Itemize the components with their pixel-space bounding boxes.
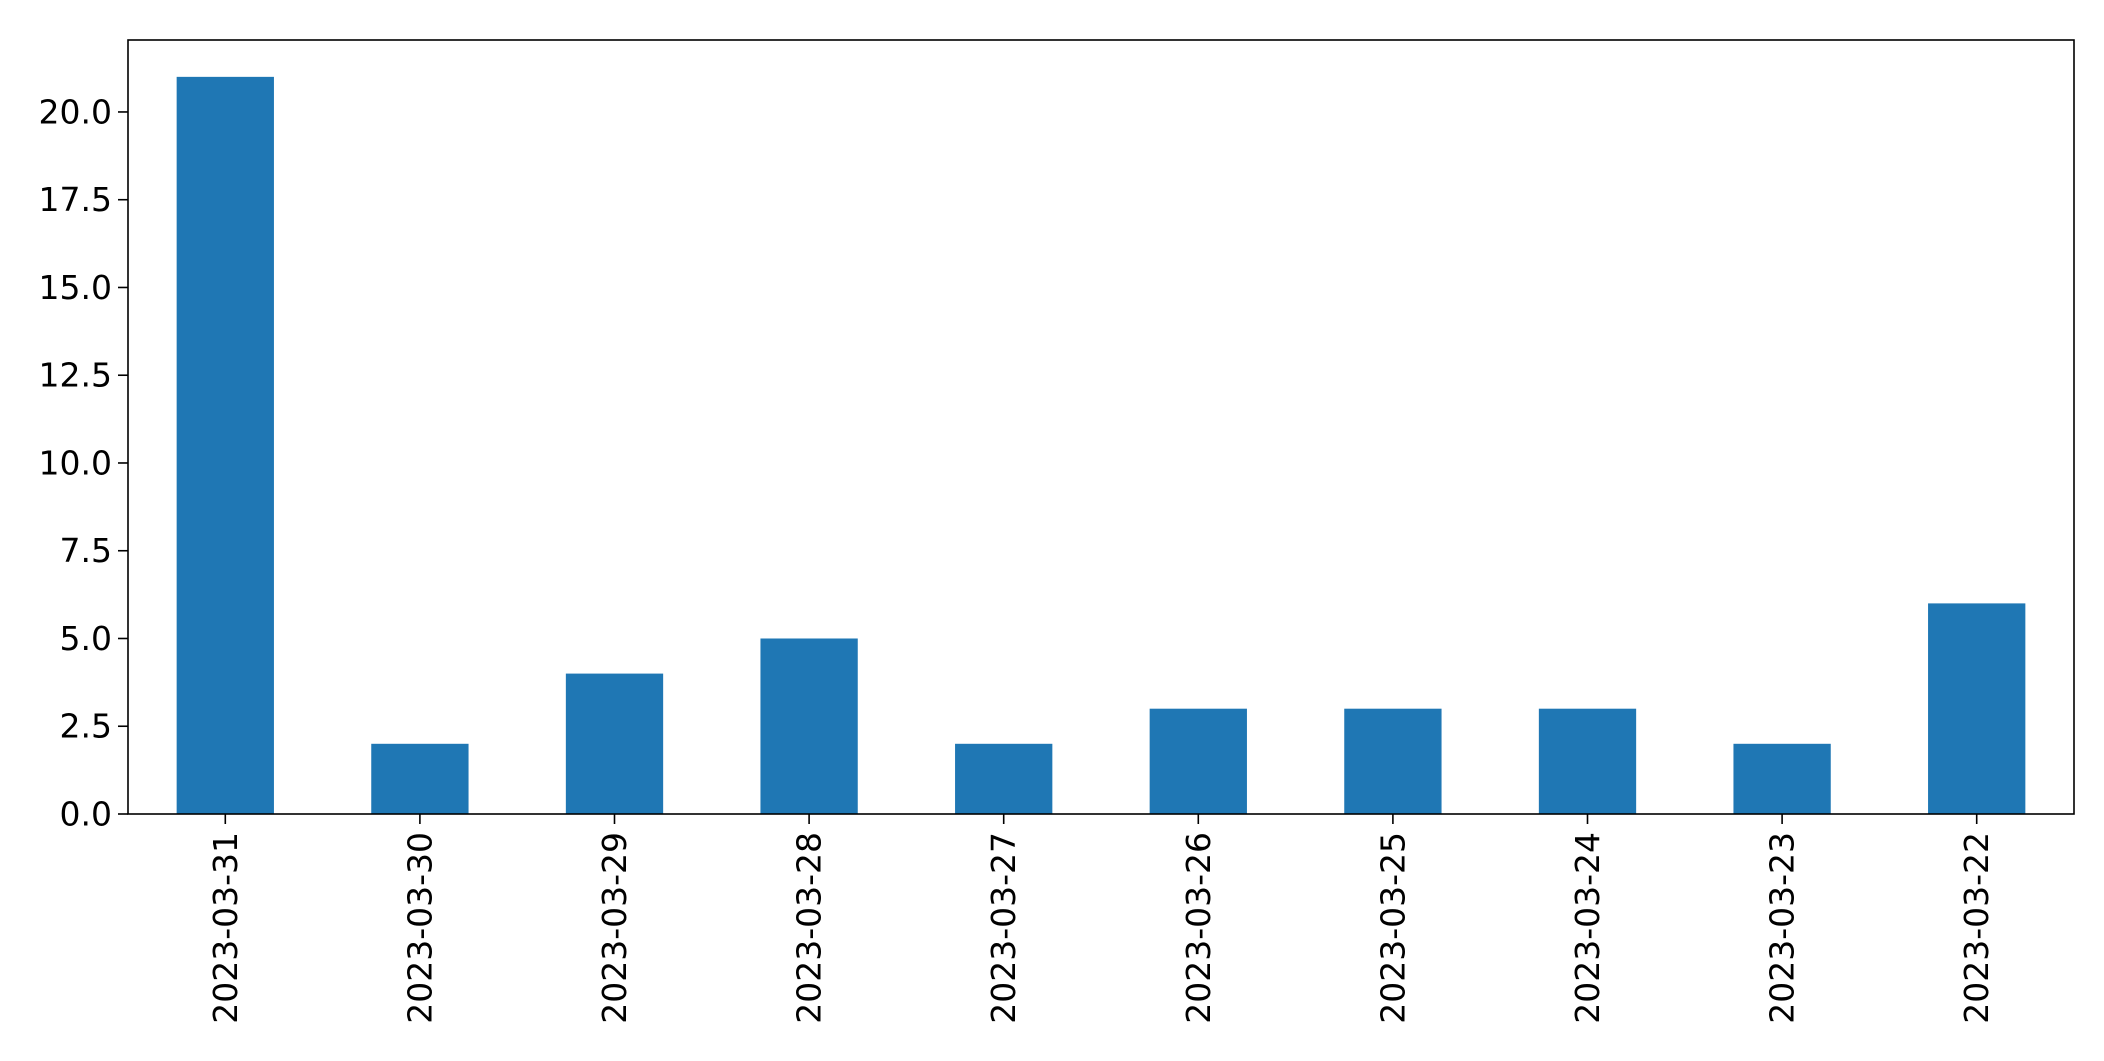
x-tick-label: 2023-03-27 <box>984 832 1023 1024</box>
y-tick-label: 0.0 <box>60 795 112 834</box>
x-tick-label: 2023-03-29 <box>595 832 634 1024</box>
x-tick-label: 2023-03-30 <box>400 832 439 1024</box>
bar-2023-03-23 <box>1733 743 1831 814</box>
bar-2023-03-30 <box>371 743 469 814</box>
y-tick-label: 10.0 <box>39 443 112 482</box>
bar-2023-03-31 <box>176 76 274 815</box>
bars-group <box>176 76 2026 815</box>
y-tick-label: 2.5 <box>60 707 112 746</box>
bar-2023-03-24 <box>1538 708 1637 814</box>
x-tick-label: 2023-03-22 <box>1957 832 1996 1024</box>
y-tick-label: 15.0 <box>39 268 112 307</box>
x-axis: 2023-03-31 2023-03-30 2023-03-29 2023-03-28… <box>206 814 1996 1024</box>
x-tick-label: 2023-03-25 <box>1373 832 1412 1024</box>
y-tick-label: 17.5 <box>39 180 112 219</box>
y-tick-label: 5.0 <box>60 619 112 658</box>
y-tick-label: 7.5 <box>60 531 112 570</box>
x-tick-label: 2023-03-26 <box>1179 832 1218 1024</box>
x-tick-label: 2023-03-23 <box>1763 832 1802 1024</box>
y-tick-label: 12.5 <box>39 356 112 395</box>
bar-2023-03-29 <box>565 673 664 814</box>
y-axis: 0.0 2.5 5.0 7.5 10.0 12.5 15.0 17.5 20.0 <box>39 92 128 834</box>
y-tick-label: 20.0 <box>39 92 112 131</box>
bar-2023-03-22 <box>1928 603 2026 814</box>
bar-2023-03-27 <box>955 743 1053 814</box>
x-tick-label: 2023-03-24 <box>1568 832 1607 1024</box>
plot-frame <box>127 39 2075 815</box>
x-tick-label: 2023-03-28 <box>790 832 829 1024</box>
bar-2023-03-25 <box>1344 708 1442 814</box>
bar-2023-03-26 <box>1149 708 1247 814</box>
bar-2023-03-28 <box>760 638 858 814</box>
x-tick-label: 2023-03-31 <box>206 832 245 1024</box>
